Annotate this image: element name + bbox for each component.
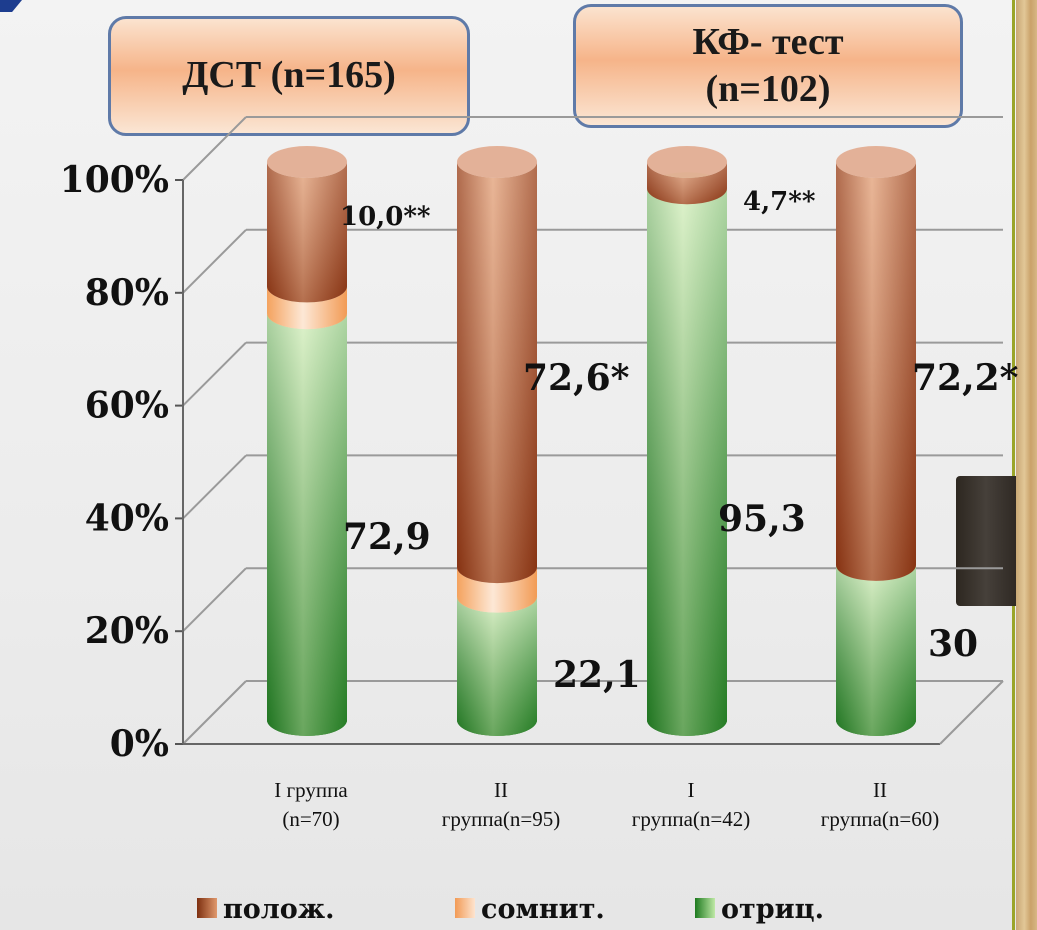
x-tick-label: II группа(n=60) [821, 778, 939, 831]
data-label: 30 [928, 623, 978, 665]
segment-shade [457, 162, 537, 584]
data-label: 10,0** [340, 202, 431, 232]
data-label: 95,3 [718, 498, 806, 540]
legend: полож. сомнит. отриц. [197, 894, 824, 925]
segment-doubtful [267, 286, 347, 330]
gridline-diagonal [182, 567, 247, 632]
segment-positive-cap [647, 146, 727, 178]
gridline-diagonal [182, 229, 247, 294]
y-tick-label: 60% [85, 385, 169, 427]
floor-side-edge [939, 680, 1004, 745]
data-label: 4,7** [743, 187, 816, 217]
legend-label: отриц. [721, 894, 824, 925]
legend-swatch [695, 898, 715, 918]
y-tick-label: 40% [85, 497, 169, 539]
gridline-diagonal [182, 680, 247, 745]
x-tick-label: I группа (n=70) [274, 778, 348, 831]
legend-swatch [455, 898, 475, 918]
slide-accent-line [1012, 0, 1015, 930]
wood-border [1016, 0, 1037, 930]
gridline-diagonal [182, 341, 247, 407]
segment-positive-cap [836, 146, 916, 178]
segment-shade [267, 313, 347, 736]
segment-shade [267, 162, 347, 303]
segment-doubtful [457, 567, 537, 613]
gridline-diagonal [182, 454, 247, 520]
y-tick-label: 100% [60, 159, 169, 201]
data-label: 72,6* [523, 357, 630, 399]
data-label: 72,9 [343, 516, 431, 558]
segment-shade [647, 162, 727, 205]
data-label: 22,1 [553, 654, 641, 696]
gridline-diagonal [182, 116, 247, 181]
segment-shade [836, 564, 916, 736]
legend-label: сомнит. [481, 894, 605, 925]
x-axis-labels: I группа (n=70) II группа(n=95) I группа(n=42… [274, 778, 939, 831]
segment-shade [647, 188, 727, 736]
x-tick-label: II группа(n=95) [442, 778, 560, 831]
group-title-kf-test: КФ- тест (n=102) [573, 4, 963, 128]
data-labels: 72,9 22,1 95,3 30 10,0** 72,6* 4,7** 72,2* [340, 187, 1019, 696]
segment-positive-cap [267, 146, 347, 178]
y-tick-label: 80% [85, 272, 169, 314]
y-axis: 0% 20% 40% 60% 80% 100% [60, 159, 184, 765]
bars [267, 146, 916, 736]
segment-shade [457, 596, 537, 736]
side-tab [956, 476, 1016, 606]
legend-label: полож. [223, 894, 334, 925]
data-label: 72,2* [912, 357, 1019, 399]
y-tick-label: 0% [110, 723, 169, 765]
segment-shade [836, 162, 916, 581]
legend-swatch [197, 898, 217, 918]
y-tick-label: 20% [85, 610, 169, 652]
segment-positive-cap [457, 146, 537, 178]
